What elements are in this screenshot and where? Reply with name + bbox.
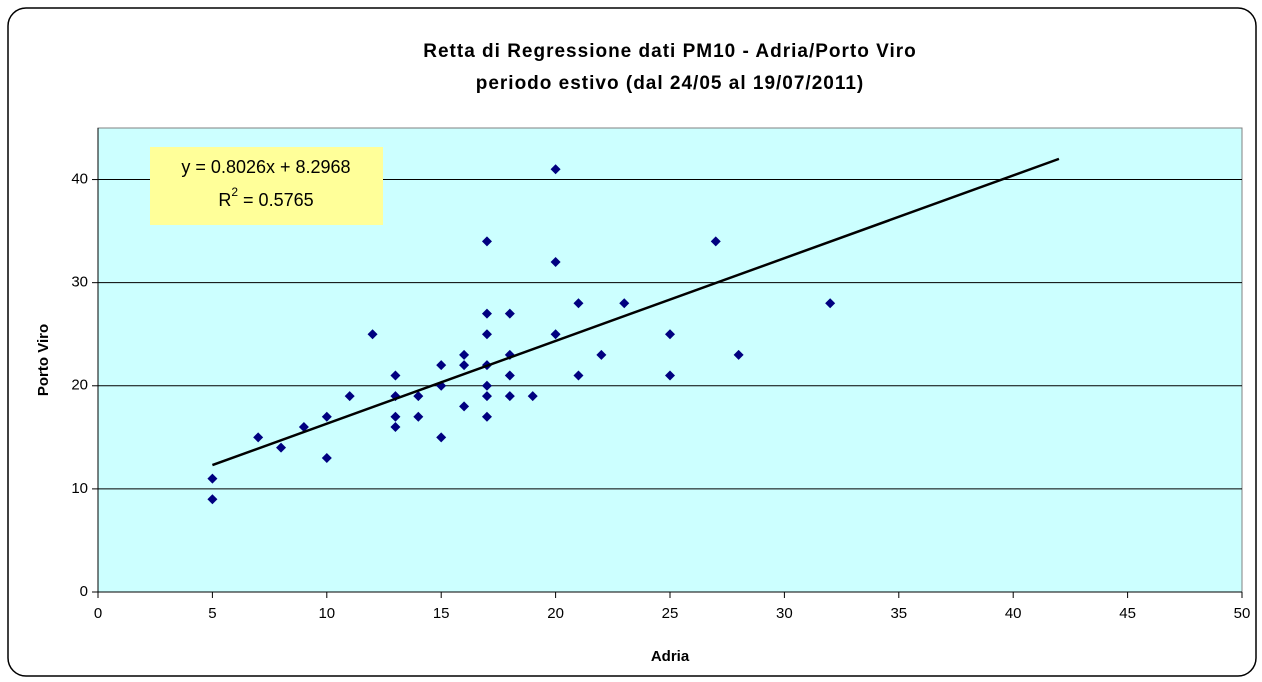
point xyxy=(481,380,492,391)
point xyxy=(573,298,584,309)
x-tick-label: 10 xyxy=(318,605,335,622)
y-tick-label: 10 xyxy=(71,480,88,497)
point xyxy=(733,349,744,360)
point xyxy=(550,257,561,268)
x-tick-label: 20 xyxy=(547,605,564,622)
point xyxy=(367,329,378,340)
point xyxy=(390,411,401,422)
y-axis-title: Porto Viro xyxy=(35,324,52,396)
point xyxy=(573,370,584,381)
x-tick-label: 15 xyxy=(433,605,450,622)
equation-box xyxy=(150,147,383,225)
x-tick-label: 35 xyxy=(890,605,907,622)
point xyxy=(253,432,264,443)
point xyxy=(504,308,515,319)
point xyxy=(459,349,470,360)
point xyxy=(825,298,836,309)
trendline xyxy=(211,157,1060,467)
r-squared-value: = 0.5765 xyxy=(238,190,314,210)
point xyxy=(298,422,309,433)
point xyxy=(550,329,561,340)
point xyxy=(481,236,492,247)
x-axis-title: Adria xyxy=(651,648,690,665)
point xyxy=(413,411,424,422)
point xyxy=(550,164,561,175)
point xyxy=(276,442,287,453)
r-squared-base: R xyxy=(218,190,231,210)
chart-title: Retta di Regressione dati PM10 - Adria/P… xyxy=(423,41,917,62)
y-tick-label: 20 xyxy=(71,377,88,394)
point xyxy=(527,391,538,402)
point xyxy=(481,329,492,340)
equation: y = 0.8026x + 8.2968 xyxy=(181,157,350,177)
point xyxy=(710,236,721,247)
point xyxy=(459,401,470,412)
point xyxy=(436,432,447,443)
point xyxy=(481,391,492,402)
r-squared: R2 = 0.5765 xyxy=(218,185,313,210)
point xyxy=(344,391,355,402)
point xyxy=(413,391,424,402)
point xyxy=(390,370,401,381)
point xyxy=(619,298,630,309)
x-tick-label: 25 xyxy=(662,605,679,622)
chart-subtitle: periodo estivo (dal 24/05 al 19/07/2011) xyxy=(476,73,865,94)
r-squared-sup: 2 xyxy=(231,185,238,199)
point xyxy=(481,308,492,319)
point xyxy=(321,411,332,422)
x-tick-label: 5 xyxy=(208,605,216,622)
point xyxy=(207,494,218,505)
x-tick-label: 40 xyxy=(1005,605,1022,622)
x-tick-label: 45 xyxy=(1119,605,1136,622)
point xyxy=(504,370,515,381)
x-tick-label: 0 xyxy=(94,605,102,622)
x-tick-label: 50 xyxy=(1234,605,1251,622)
point xyxy=(436,360,447,371)
point xyxy=(665,370,675,381)
point xyxy=(504,391,515,402)
y-tick-label: 0 xyxy=(80,583,88,600)
point xyxy=(207,473,218,484)
point xyxy=(665,329,675,340)
y-tick-label: 30 xyxy=(71,274,88,291)
y-tick-label: 40 xyxy=(71,171,88,188)
point xyxy=(459,360,470,371)
point xyxy=(596,349,607,360)
point xyxy=(481,411,492,422)
point xyxy=(321,452,332,463)
x-tick-label: 30 xyxy=(776,605,793,622)
point xyxy=(390,422,401,433)
